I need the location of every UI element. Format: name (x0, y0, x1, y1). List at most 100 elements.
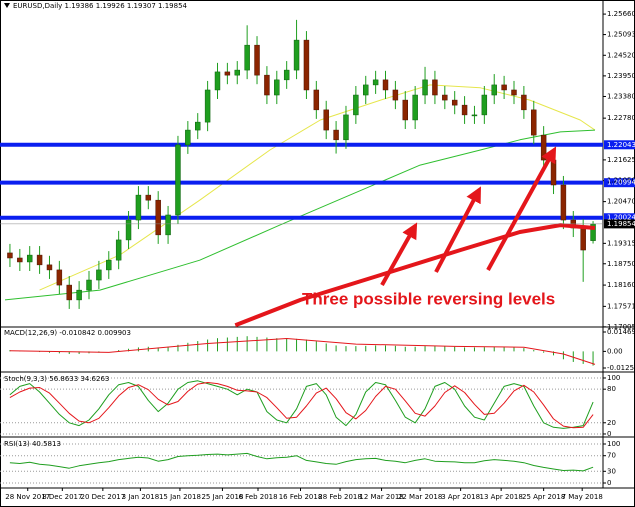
marks (0, 0, 635, 491)
x-tick-label: 22 Mar 2018 (398, 493, 442, 501)
y-tick-label: 1.22780 (607, 114, 635, 122)
indicator-line (9, 452, 594, 472)
level-tag (604, 140, 635, 150)
x-tick-label: 8 Dec 2017 (42, 493, 82, 501)
candle-body (412, 94, 418, 121)
candle-body (195, 121, 201, 131)
annotation: Three possible reversing levels (302, 289, 555, 308)
candle-body (303, 39, 310, 91)
y-tick-label: 1.20470 (607, 198, 635, 206)
level-label: 1.22043 (607, 141, 635, 149)
candle-body (254, 44, 260, 76)
y-tick-label: 20 (607, 419, 616, 427)
candle-body (531, 109, 537, 136)
y-tick-label: 0 (607, 430, 611, 438)
y-tick-label: 1.23950 (607, 72, 635, 80)
candle-body (313, 89, 320, 111)
labels: EURUSD,Daily 1.19386 1.19926 1.19307 1.1… (4, 2, 635, 501)
y-tick-label: 0.014693 (607, 328, 635, 336)
candle-body (293, 39, 300, 71)
candle-body (115, 239, 122, 261)
candle-body (461, 104, 468, 116)
indicator-line (9, 338, 596, 365)
candle-body (402, 99, 408, 121)
level-label: 1.20024 (607, 214, 635, 222)
y-tick-label: 1.18160 (607, 281, 635, 289)
arrows (380, 146, 557, 286)
y-tick-label: 1.25093 (607, 31, 635, 39)
candle-body (17, 257, 23, 263)
candle-body (234, 69, 240, 76)
candle-body (145, 194, 152, 201)
level-label: 1.20994 (607, 179, 635, 187)
candle-body (481, 94, 488, 116)
candle-body (363, 84, 369, 96)
candle-body (106, 259, 112, 271)
candle-body (46, 264, 53, 271)
candle-body (471, 114, 478, 117)
candle-body (135, 194, 142, 221)
candle-body (125, 219, 132, 241)
candle-body (442, 94, 448, 101)
candle-body (185, 129, 191, 146)
x-tick-label: 6 Feb 2018 (238, 493, 277, 501)
candle-body (392, 89, 399, 101)
candle-body (560, 184, 567, 221)
indicator-line (9, 380, 594, 429)
y-tick-label: 100 (607, 440, 620, 448)
candle-body (353, 94, 359, 116)
x-tick-label: 7 May 2018 (562, 493, 603, 501)
candle-body (580, 227, 586, 251)
panel-title: RSI(13) 40.5813 (4, 440, 61, 448)
candle-body (175, 144, 181, 216)
candle-body (382, 79, 389, 91)
y-tick-label: 80 (607, 385, 616, 393)
y-tick-label: 1.18750 (607, 260, 635, 268)
last-price-tag (604, 219, 635, 229)
candle-body (155, 199, 161, 236)
y-tick-label: 1.25660 (607, 10, 635, 18)
candle-body (56, 269, 63, 286)
level-tag (604, 213, 635, 223)
candle-body (501, 84, 507, 91)
indicator-line (9, 382, 594, 429)
last-price-label: 1.19854 (607, 220, 635, 228)
candle-body (204, 89, 211, 123)
candle-body (86, 279, 92, 291)
y-tick-label: 30 (607, 467, 616, 475)
candle-body (540, 134, 547, 161)
x-tick-label: 28 Nov 2017 (5, 493, 50, 501)
candle-body (214, 71, 221, 91)
y-tick-label: -0.012598 (607, 364, 635, 372)
y-tick-label: 1.17571 (607, 302, 635, 310)
x-tick-label: 25 Apr 2018 (522, 493, 565, 501)
y-tick-label: 0 (607, 479, 611, 487)
candle-body (76, 289, 82, 301)
candle-body (264, 74, 270, 96)
x-tick-label: 12 Mar 2018 (359, 493, 403, 501)
y-tick-label: 1.24520 (607, 51, 635, 59)
candle-body (343, 114, 349, 141)
candle-body (333, 129, 339, 141)
level-tag (604, 178, 635, 188)
y-tick-label: 0.00 (607, 347, 623, 355)
y-tick-label: 1.19315 (607, 239, 635, 247)
candle-body (224, 71, 231, 76)
x-tick-label: 13 Apr 2018 (479, 493, 522, 501)
x-tick-label: 28 Feb 2018 (318, 493, 362, 501)
candle-body (7, 252, 13, 259)
candle-body (274, 79, 280, 96)
arrow (380, 222, 418, 286)
candle-body (521, 94, 527, 111)
candle-body (96, 269, 102, 281)
candle-body (323, 109, 329, 131)
x-tick-label: 3 Jan 2018 (122, 493, 160, 501)
indicator-line (234, 223, 596, 328)
candle-body (66, 284, 72, 301)
y-tick-label: 1.17005 (607, 323, 635, 331)
panel-title: MACD(12,26,9) -0.010842 0.009903 (4, 329, 131, 337)
symbol-dropdown[interactable] (4, 3, 10, 8)
